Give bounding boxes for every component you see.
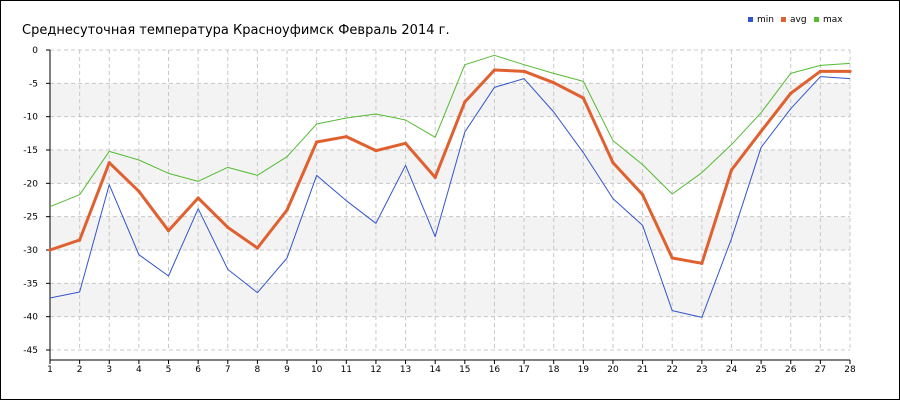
chart-title: Среднесуточная температура Красноуфимск … xyxy=(22,23,450,38)
y-tick-label: -10 xyxy=(23,113,38,123)
x-tick-label: 23 xyxy=(696,365,707,375)
data-point-avg xyxy=(463,100,467,104)
y-tick-label: -40 xyxy=(23,313,38,323)
data-point-avg xyxy=(166,229,171,233)
x-tick-label: 5 xyxy=(166,365,172,375)
x-tick-label: 17 xyxy=(518,365,529,375)
x-tick-label: 18 xyxy=(548,365,560,375)
data-point-avg xyxy=(789,91,793,95)
x-tick-label: 13 xyxy=(400,365,411,375)
plot-bands xyxy=(50,83,850,317)
legend-label-min: min xyxy=(757,15,774,25)
x-tick-label: 4 xyxy=(136,365,142,375)
y-tick-label: -45 xyxy=(23,346,38,356)
data-point-avg xyxy=(492,68,497,72)
data-point-avg xyxy=(255,246,260,250)
legend-label-max: max xyxy=(823,15,843,25)
x-tick-label: 27 xyxy=(815,365,826,375)
x-tick-label: 10 xyxy=(311,365,323,375)
axes xyxy=(46,49,851,364)
data-point-avg xyxy=(670,256,674,260)
x-tick-label: 16 xyxy=(489,365,501,375)
x-tick-label: 20 xyxy=(607,365,619,375)
data-point-avg xyxy=(344,135,348,139)
data-point-avg xyxy=(848,69,852,73)
plot-band xyxy=(50,283,850,317)
legend-label-avg: avg xyxy=(790,15,807,25)
data-point-avg xyxy=(700,261,704,265)
series-line-avg xyxy=(49,68,850,265)
plot-band xyxy=(50,216,850,250)
data-point-avg xyxy=(48,248,52,252)
series-lines xyxy=(48,54,852,318)
data-point-avg xyxy=(581,96,585,100)
data-point-avg xyxy=(552,81,556,85)
data-point-avg xyxy=(640,193,645,197)
x-tick-label: 24 xyxy=(726,365,738,375)
x-tick-label: 21 xyxy=(637,365,648,375)
x-tick-label: 1 xyxy=(47,365,53,375)
data-point-avg xyxy=(226,225,230,229)
data-point-avg xyxy=(196,196,200,200)
y-tick-label: 0 xyxy=(32,46,38,56)
tick-labels: 0-5-10-15-20-25-30-35-40-451 2 3 4 5 6 7 8 9 10 11… xyxy=(23,46,856,375)
x-tick-label: 2 xyxy=(77,365,83,375)
data-point-avg xyxy=(137,189,141,193)
x-tick-label: 11 xyxy=(341,365,352,375)
data-point-avg xyxy=(759,129,763,133)
data-point-avg xyxy=(522,69,526,73)
x-tick-label: 15 xyxy=(459,365,470,375)
legend-swatch-min xyxy=(748,17,753,22)
data-point-avg xyxy=(403,141,408,145)
data-point-avg xyxy=(285,208,289,212)
data-point-avg xyxy=(374,149,378,153)
data-point-avg xyxy=(315,140,319,144)
y-tick-label: -20 xyxy=(23,179,38,189)
x-tick-label: 12 xyxy=(370,365,381,375)
y-tick-label: -5 xyxy=(29,79,38,89)
y-tick-label: -35 xyxy=(23,279,38,289)
x-tick-label: 26 xyxy=(785,365,797,375)
x-tick-label: 22 xyxy=(666,365,677,375)
grid-lines xyxy=(50,49,851,351)
legend-swatch-avg xyxy=(781,17,786,22)
x-tick-label: 14 xyxy=(429,365,441,375)
y-tick-label: -25 xyxy=(23,213,38,223)
x-tick-label: 8 xyxy=(255,365,261,375)
series-line-min xyxy=(49,76,851,318)
x-tick-label: 19 xyxy=(578,365,590,375)
y-tick-label: -15 xyxy=(23,146,38,156)
legend-swatch-max xyxy=(814,17,819,22)
legend: min avg max xyxy=(748,15,843,25)
x-tick-label: 25 xyxy=(755,365,766,375)
x-tick-label: 9 xyxy=(284,365,290,375)
x-tick-label: 28 xyxy=(844,365,856,375)
x-tick-label: 3 xyxy=(106,365,112,375)
x-tick-label: 7 xyxy=(225,365,231,375)
series-line-max xyxy=(49,54,851,208)
data-point-avg xyxy=(78,238,82,242)
x-tick-label: 6 xyxy=(195,365,201,375)
y-tick-label: -30 xyxy=(23,246,38,256)
data-point-avg xyxy=(433,175,437,179)
data-point-avg xyxy=(611,161,615,165)
data-point-avg xyxy=(107,161,111,165)
data-point-avg xyxy=(818,69,822,73)
data-point-avg xyxy=(729,168,734,172)
